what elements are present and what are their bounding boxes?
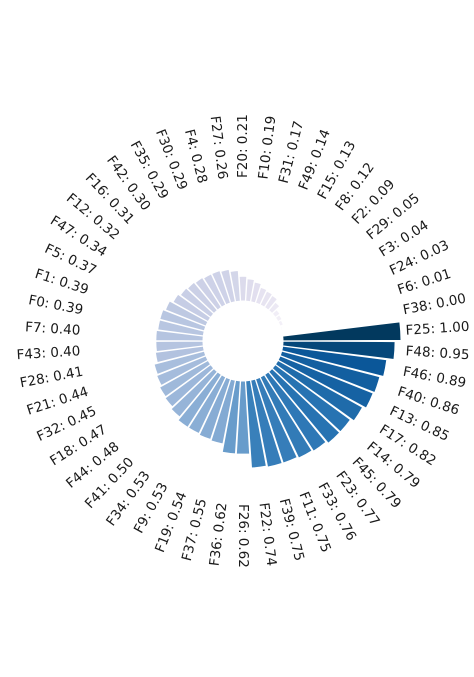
bar-label-f38: F38: 0.00 — [402, 291, 468, 319]
bar-f47 — [172, 293, 212, 323]
bar-f25 — [282, 321, 402, 342]
bar-f41 — [170, 367, 219, 418]
bar-f37 — [210, 378, 236, 445]
bar-f10 — [245, 278, 256, 303]
bar-label-f7: F7: 0.40 — [25, 319, 81, 338]
bar-f15 — [259, 290, 274, 308]
bar-label-f0: F0: 0.39 — [27, 292, 84, 318]
bar-f49 — [254, 286, 268, 306]
bar-f48 — [282, 340, 396, 361]
bar-f24 — [277, 319, 285, 327]
bar-label-f48: F48: 0.95 — [405, 343, 470, 363]
bar-label-f36: F36: 0.62 — [207, 502, 231, 567]
bar-f35 — [202, 273, 227, 308]
bar-f19 — [198, 376, 232, 441]
bar-f11 — [254, 376, 298, 464]
bar-label-f10: F10: 0.19 — [255, 115, 279, 180]
bar-f17 — [274, 359, 364, 422]
bar-label-f20: F20: 0.21 — [235, 114, 251, 178]
bar-f31 — [250, 281, 262, 304]
bar-f20 — [238, 275, 248, 302]
bar-f0 — [157, 319, 205, 337]
bar-f18 — [158, 359, 212, 398]
bar-f39 — [250, 378, 283, 468]
bar-f33 — [259, 374, 313, 459]
bar-f40 — [279, 350, 381, 394]
bar-f3 — [274, 314, 283, 323]
bars-group — [153, 268, 402, 469]
bar-f38 — [281, 331, 284, 336]
bar-f32 — [155, 355, 209, 387]
bar-f23 — [263, 371, 327, 452]
bar-f36 — [221, 379, 241, 455]
bar-f9 — [187, 374, 227, 435]
bar-label-f43: F43: 0.40 — [16, 343, 81, 363]
bar-f34 — [177, 371, 223, 429]
bar-f1 — [159, 309, 207, 332]
bar-f46 — [281, 345, 388, 378]
bar-f8 — [263, 294, 279, 311]
bar-f12 — [179, 287, 215, 319]
bar-f14 — [271, 363, 352, 433]
bar-f26 — [235, 380, 251, 455]
bar-f16 — [186, 281, 219, 315]
bar-f27 — [229, 269, 241, 303]
bar-f22 — [245, 379, 267, 469]
bar-f21 — [153, 350, 207, 376]
bar-f30 — [211, 269, 232, 306]
bar-f42 — [194, 276, 223, 311]
bar-f45 — [267, 367, 341, 445]
bar-f29 — [271, 309, 281, 319]
bar-f4 — [220, 268, 236, 304]
bar-label-f22: F22: 0.74 — [255, 502, 279, 567]
bar-f43 — [155, 340, 204, 353]
bar-f13 — [277, 355, 374, 409]
bar-label-f26: F26: 0.62 — [235, 504, 251, 568]
bar-f5 — [164, 300, 209, 327]
bar-f7 — [155, 329, 204, 342]
bar-f28 — [154, 345, 205, 364]
bar-f44 — [164, 363, 215, 408]
bar-f2 — [267, 301, 281, 315]
bar-label-f25: F25: 1.00 — [405, 319, 470, 339]
bar-label-f27: F27: 0.26 — [207, 115, 231, 180]
bar-f6 — [279, 325, 284, 332]
